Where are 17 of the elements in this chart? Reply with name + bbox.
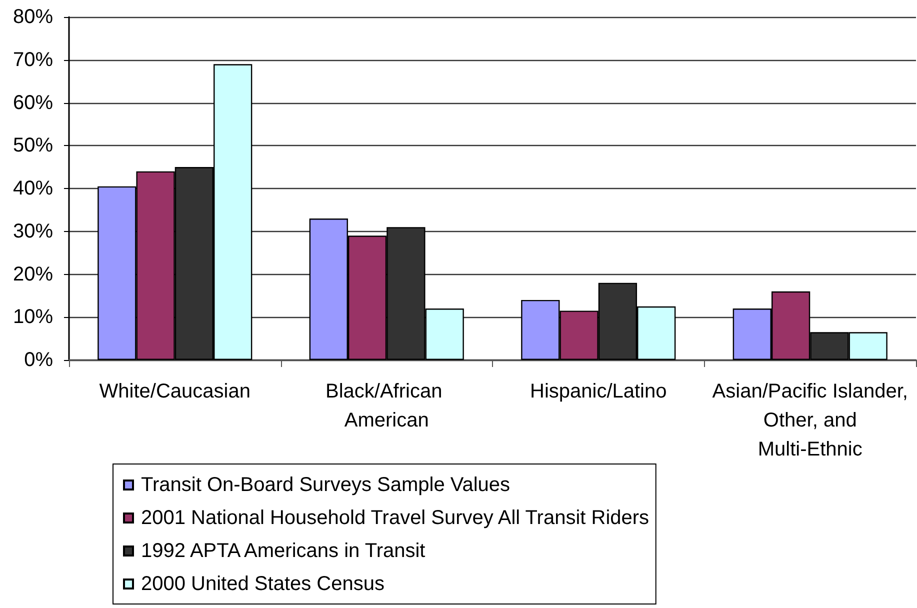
x-tick-label: Hispanic/Latino bbox=[530, 380, 667, 402]
y-tick-label: 0% bbox=[24, 349, 54, 371]
x-tick-label: White/Caucasian bbox=[99, 380, 250, 402]
legend-label: Transit On-Board Surveys Sample Values bbox=[141, 474, 510, 496]
y-tick-label: 70% bbox=[12, 48, 54, 71]
x-tick-label: Asian/Pacific Islander, Other, and Multi-Ethnic bbox=[712, 380, 908, 460]
y-tick-label: 20% bbox=[12, 263, 54, 286]
legend-label: 2000 United States Census bbox=[141, 573, 384, 595]
y-tick-label: 80% bbox=[12, 6, 54, 28]
x-tick-label: Black/African American bbox=[325, 380, 448, 432]
y-tick-label: 10% bbox=[12, 306, 54, 328]
y-tick-label: 60% bbox=[12, 92, 54, 114]
y-tick-label: 30% bbox=[12, 220, 54, 242]
y-tick-label: 50% bbox=[12, 134, 54, 157]
legend-label: 2001 National Household Travel Survey All Transit Riders bbox=[141, 507, 650, 529]
legend-label: 1992 APTA Americans in Transit bbox=[141, 540, 426, 562]
y-tick-label: 40% bbox=[12, 178, 54, 200]
